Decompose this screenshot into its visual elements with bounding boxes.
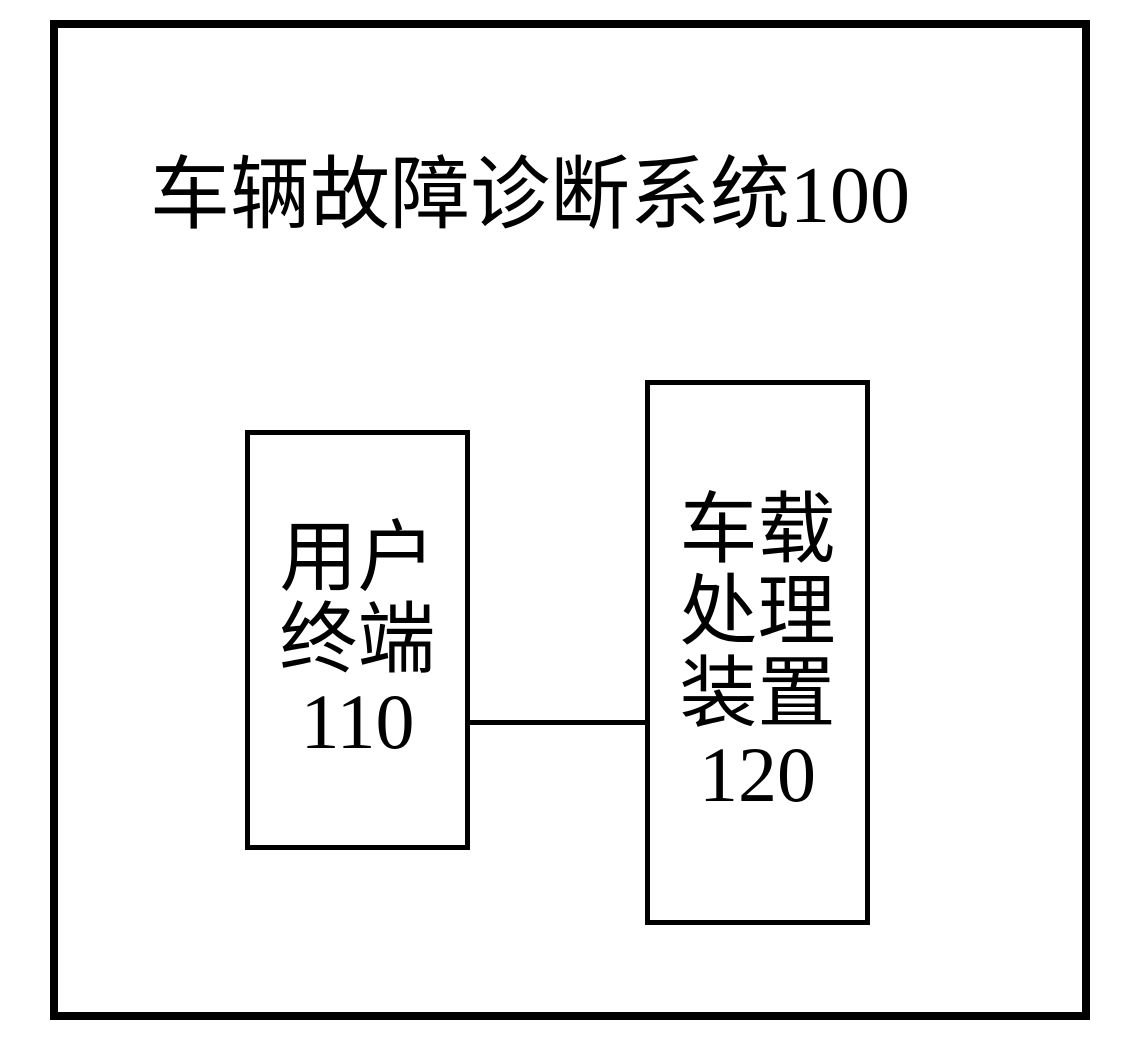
system-title: 车辆故障诊断系统100 [150, 130, 910, 246]
box-line: 终端 [279, 599, 435, 681]
connector-line [470, 720, 645, 725]
box-line: 装置 [679, 653, 835, 735]
box-line: 用户 [279, 517, 435, 599]
box-line: 110 [300, 681, 414, 763]
box-line: 处理 [679, 571, 835, 653]
box-line: 车载 [679, 489, 835, 571]
box-line: 120 [699, 734, 816, 816]
onboard-processor-box: 车载处理装置120 [645, 380, 870, 925]
user-terminal-box: 用户终端110 [245, 430, 470, 850]
